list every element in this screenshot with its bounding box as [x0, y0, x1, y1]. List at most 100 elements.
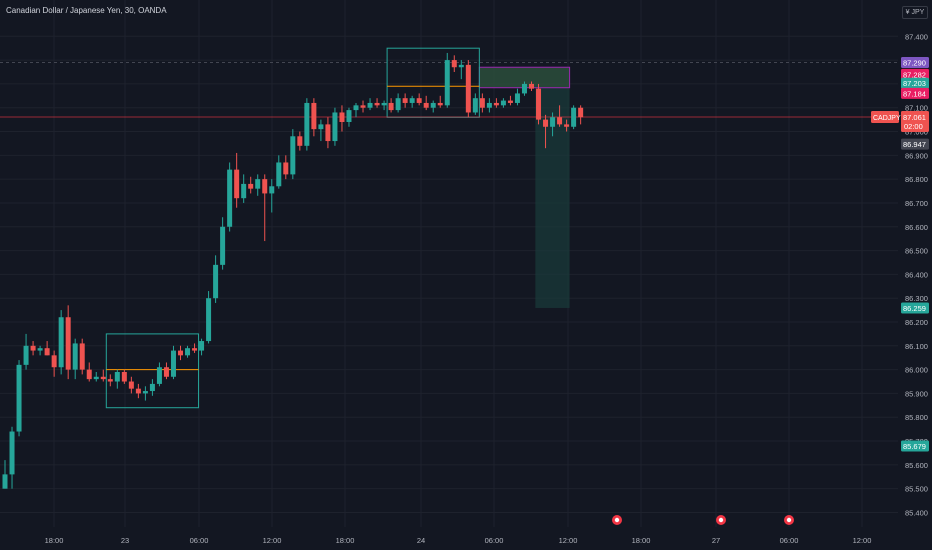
candle[interactable] — [529, 83, 534, 89]
price-tick-label: 86.800 — [905, 175, 928, 184]
time-tick-label: 23 — [121, 536, 129, 545]
candle[interactable] — [213, 264, 219, 299]
candle[interactable] — [381, 102, 387, 106]
candle[interactable] — [220, 226, 226, 265]
candle[interactable] — [388, 102, 394, 111]
candle[interactable] — [199, 341, 205, 351]
symbol-tag — [871, 111, 899, 123]
candle[interactable] — [550, 117, 556, 127]
time-tick-label: 27 — [712, 536, 720, 545]
candle[interactable] — [367, 102, 373, 108]
candle[interactable] — [121, 372, 127, 382]
candle[interactable] — [465, 64, 471, 113]
price-tag-label: 87.184 — [903, 89, 926, 98]
candle[interactable] — [486, 102, 492, 108]
candle[interactable] — [507, 100, 513, 103]
candle[interactable] — [86, 369, 92, 380]
candle[interactable] — [437, 102, 443, 106]
time-axis[interactable] — [0, 527, 898, 550]
candle[interactable] — [30, 345, 36, 351]
candle[interactable] — [93, 376, 99, 380]
price-tick-label: 86.300 — [905, 294, 928, 303]
currency-button[interactable]: ¥ JPY — [902, 6, 928, 19]
symbol-title[interactable]: Canadian Dollar / Japanese Yen, 30, OAND… — [6, 6, 167, 15]
candle[interactable] — [255, 179, 261, 189]
event-marker-dot — [786, 517, 792, 523]
candle[interactable] — [192, 348, 198, 351]
candle[interactable] — [44, 348, 50, 356]
candle[interactable] — [360, 105, 366, 108]
candle[interactable] — [339, 112, 345, 122]
candle[interactable] — [100, 376, 106, 380]
symbol-tag-label: CADJPY — [873, 115, 901, 122]
candle[interactable] — [332, 112, 338, 142]
candle[interactable] — [114, 372, 120, 382]
candle[interactable] — [290, 136, 296, 175]
candle[interactable] — [128, 381, 134, 389]
candle[interactable] — [304, 102, 310, 146]
candle[interactable] — [163, 367, 169, 377]
candle[interactable] — [472, 98, 478, 113]
candle[interactable] — [318, 124, 324, 130]
candle[interactable] — [311, 102, 317, 130]
candle[interactable] — [353, 105, 359, 111]
candle[interactable] — [543, 119, 549, 127]
candle[interactable] — [571, 107, 577, 127]
candle[interactable] — [536, 88, 542, 120]
candle[interactable] — [185, 348, 191, 356]
candle[interactable] — [107, 379, 113, 382]
candle[interactable] — [276, 162, 282, 187]
candle[interactable] — [65, 317, 71, 370]
candle[interactable] — [430, 102, 436, 108]
candle[interactable] — [395, 98, 401, 111]
candle[interactable] — [206, 298, 212, 342]
candle[interactable] — [514, 93, 520, 103]
candle[interactable] — [423, 102, 429, 108]
candle[interactable] — [416, 98, 422, 103]
time-tick-label: 12:00 — [559, 536, 578, 545]
candle[interactable] — [262, 179, 268, 194]
price-tag — [901, 68, 929, 80]
candle[interactable] — [23, 345, 29, 365]
candle[interactable] — [227, 169, 233, 227]
candle[interactable] — [149, 383, 155, 392]
candle[interactable] — [178, 350, 183, 356]
candle[interactable] — [234, 169, 240, 199]
candle[interactable] — [458, 64, 464, 68]
candle[interactable] — [9, 431, 15, 475]
candle[interactable] — [269, 186, 275, 194]
candle[interactable] — [374, 102, 380, 106]
candle[interactable] — [72, 343, 78, 370]
candle[interactable] — [451, 60, 457, 68]
candle[interactable] — [521, 83, 527, 94]
candle[interactable] — [564, 124, 570, 127]
candle[interactable] — [557, 117, 563, 125]
candle[interactable] — [444, 60, 450, 106]
candle[interactable] — [135, 388, 141, 394]
candle[interactable] — [170, 350, 176, 377]
candle[interactable] — [58, 317, 64, 368]
candle[interactable] — [2, 474, 8, 489]
candle[interactable] — [241, 183, 247, 199]
candle[interactable] — [409, 98, 415, 103]
candle[interactable] — [297, 136, 303, 146]
candle[interactable] — [500, 100, 506, 106]
candle[interactable] — [479, 98, 485, 108]
candle[interactable] — [402, 98, 408, 103]
candle[interactable] — [37, 348, 43, 351]
candle[interactable] — [16, 364, 22, 432]
candle[interactable] — [578, 107, 584, 118]
candle[interactable] — [346, 110, 352, 122]
candle[interactable] — [51, 355, 57, 368]
candle[interactable] — [156, 367, 162, 384]
candle[interactable] — [283, 162, 289, 175]
candle[interactable] — [493, 102, 499, 106]
price-tick-label: 86.000 — [905, 366, 928, 375]
consolidation-box-1[interactable] — [105, 333, 200, 409]
candle[interactable] — [248, 183, 254, 189]
candle[interactable] — [142, 391, 148, 394]
price-tick-label: 86.700 — [905, 199, 928, 208]
candle[interactable] — [325, 124, 331, 142]
candle[interactable] — [79, 343, 85, 370]
